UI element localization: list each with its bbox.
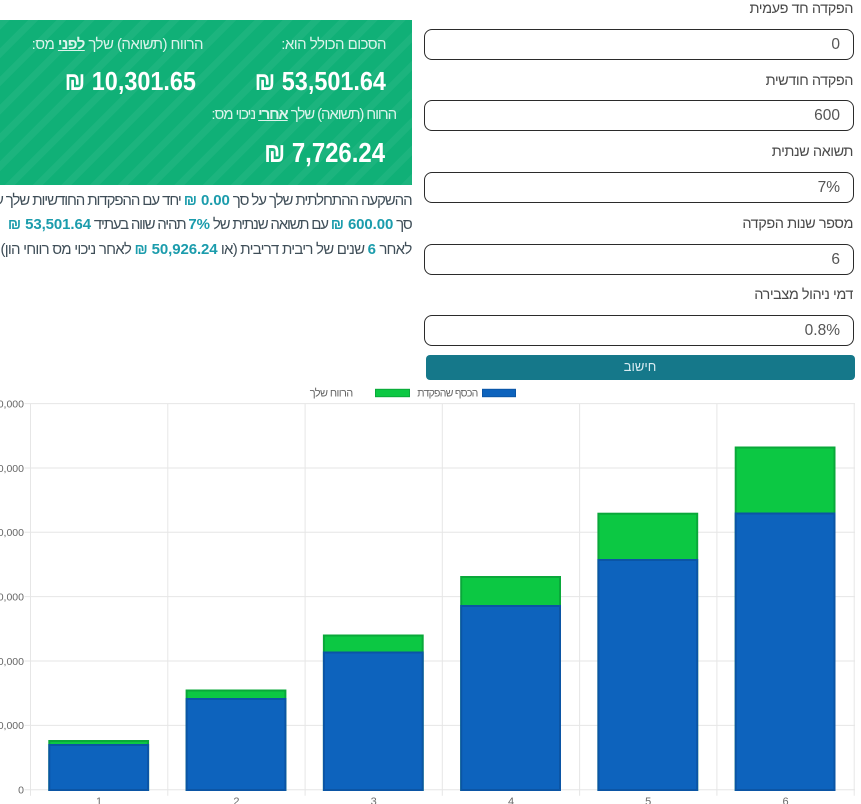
svg-text:10,000: 10,000 — [0, 720, 24, 732]
svg-text:2: 2 — [233, 796, 239, 804]
svg-text:6: 6 — [782, 796, 788, 804]
svg-text:5: 5 — [645, 796, 651, 804]
svg-text:50,000: 50,000 — [0, 463, 24, 475]
svg-text:הרווח שלך: הרווח שלך — [310, 387, 354, 400]
svg-text:30,000: 30,000 — [0, 591, 24, 603]
svg-text:20,000: 20,000 — [0, 656, 24, 668]
svg-text:60,000: 60,000 — [0, 398, 24, 410]
svg-text:הכסף שהפקדת: הכסף שהפקדת — [417, 388, 477, 400]
svg-text:3: 3 — [371, 796, 377, 804]
svg-text:1: 1 — [96, 796, 102, 804]
svg-text:40,000: 40,000 — [0, 527, 24, 539]
svg-text:4: 4 — [508, 796, 514, 804]
svg-text:0: 0 — [18, 785, 24, 797]
